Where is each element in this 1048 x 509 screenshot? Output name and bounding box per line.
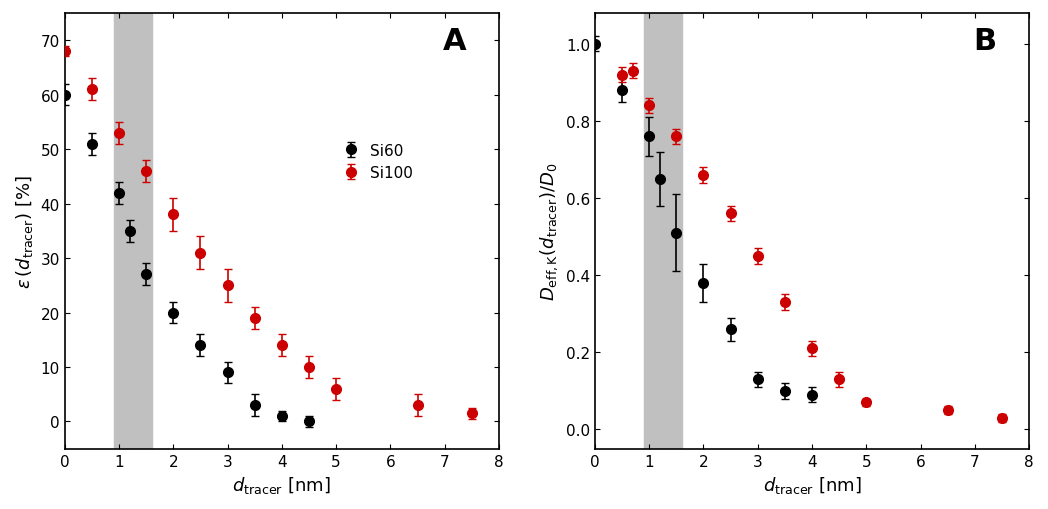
Y-axis label: $D_\mathrm{eff,K}(d_\mathrm{tracer})/D_0$: $D_\mathrm{eff,K}(d_\mathrm{tracer})/D_0… — [539, 162, 561, 300]
Text: A: A — [442, 27, 466, 56]
Y-axis label: $\varepsilon\,(d_\mathrm{tracer})$ [%]: $\varepsilon\,(d_\mathrm{tracer})$ [%] — [14, 175, 35, 288]
Legend: Si60, Si100: Si60, Si100 — [335, 143, 413, 181]
Bar — [113, 14, 152, 449]
X-axis label: $d_\mathrm{tracer}$ [nm]: $d_\mathrm{tracer}$ [nm] — [763, 474, 861, 495]
Bar — [643, 14, 682, 449]
X-axis label: $d_\mathrm{tracer}$ [nm]: $d_\mathrm{tracer}$ [nm] — [233, 474, 331, 495]
Text: B: B — [973, 27, 996, 56]
